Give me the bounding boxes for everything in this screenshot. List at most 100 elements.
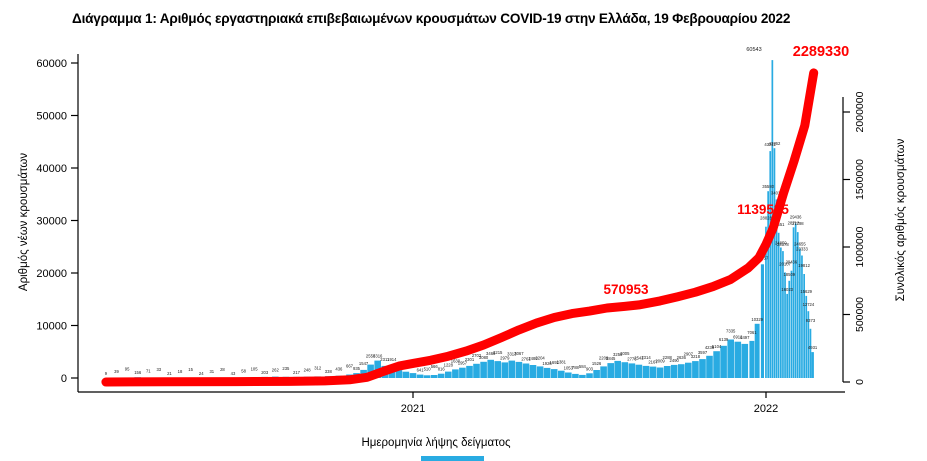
svg-text:20436: 20436 — [786, 260, 798, 265]
svg-text:5104: 5104 — [712, 344, 722, 349]
svg-text:2022: 2022 — [754, 403, 778, 415]
svg-text:217: 217 — [293, 370, 301, 375]
svg-text:12724: 12724 — [803, 302, 815, 307]
svg-text:262: 262 — [272, 368, 280, 373]
svg-text:338: 338 — [325, 369, 333, 374]
svg-text:2288: 2288 — [663, 355, 673, 360]
svg-text:2907: 2907 — [684, 352, 694, 357]
cumulative-cases-line — [101, 68, 819, 387]
svg-text:3215: 3215 — [493, 350, 503, 355]
svg-text:28: 28 — [220, 367, 225, 372]
svg-text:500000: 500000 — [854, 297, 866, 332]
svg-text:50000: 50000 — [36, 111, 67, 123]
svg-text:156: 156 — [134, 370, 142, 375]
svg-text:2556: 2556 — [366, 354, 376, 359]
svg-text:30000: 30000 — [36, 216, 67, 228]
svg-text:20000: 20000 — [36, 268, 67, 280]
svg-text:235: 235 — [282, 366, 290, 371]
annotations: 570953 1139535 2289330 60543 — [603, 44, 849, 297]
svg-text:1692: 1692 — [550, 360, 560, 365]
svg-text:4238: 4238 — [705, 345, 715, 350]
svg-text:18509: 18509 — [783, 272, 795, 277]
svg-text:2021: 2021 — [401, 403, 425, 415]
svg-text:2314: 2314 — [641, 355, 651, 360]
svg-text:2845: 2845 — [606, 356, 616, 361]
svg-text:2204: 2204 — [535, 355, 545, 360]
svg-text:21: 21 — [167, 371, 172, 376]
svg-text:816: 816 — [438, 367, 446, 372]
svg-text:566: 566 — [431, 364, 439, 369]
svg-text:71: 71 — [146, 369, 151, 374]
daily-cases-bars — [123, 60, 814, 378]
svg-text:10329: 10329 — [751, 317, 763, 322]
svg-text:95: 95 — [125, 367, 130, 372]
svg-text:2009: 2009 — [655, 359, 665, 364]
svg-text:3316: 3316 — [373, 354, 383, 359]
svg-text:248: 248 — [304, 368, 312, 373]
svg-text:33: 33 — [156, 367, 161, 372]
svg-text:9373: 9373 — [806, 318, 816, 323]
svg-text:903: 903 — [586, 366, 594, 371]
svg-text:2761: 2761 — [521, 357, 531, 362]
svg-text:31: 31 — [209, 369, 214, 374]
svg-text:28712: 28712 — [788, 220, 800, 225]
svg-text:1381: 1381 — [557, 360, 567, 365]
svg-text:312: 312 — [314, 365, 322, 370]
x-axis-label: Ημερομηνία λήψης δείγματος — [361, 437, 511, 449]
bottom-blue-strip — [421, 456, 484, 461]
svg-text:1957: 1957 — [458, 361, 468, 366]
svg-text:2702: 2702 — [472, 353, 482, 358]
svg-text:43762: 43762 — [769, 141, 781, 146]
svg-text:24655: 24655 — [794, 242, 806, 247]
svg-text:2311: 2311 — [380, 357, 390, 362]
svg-text:436: 436 — [335, 367, 343, 372]
svg-text:15: 15 — [188, 367, 193, 372]
svg-text:1526: 1526 — [592, 361, 602, 366]
svg-text:2776: 2776 — [627, 356, 637, 361]
svg-text:6912: 6912 — [733, 335, 743, 340]
svg-text:9: 9 — [105, 371, 108, 376]
svg-text:0: 0 — [854, 379, 866, 385]
svg-text:3597: 3597 — [698, 350, 708, 355]
chart-title: Διάγραμμα 1: Αριθμός εργαστηριακά επιβεβ… — [72, 11, 791, 26]
svg-text:2000000: 2000000 — [854, 91, 866, 132]
svg-text:3005: 3005 — [620, 351, 630, 356]
svg-text:24: 24 — [199, 371, 204, 376]
svg-text:1500000: 1500000 — [854, 159, 866, 200]
svg-text:1914: 1914 — [387, 357, 397, 362]
svg-text:2979: 2979 — [500, 355, 510, 360]
svg-text:2636: 2636 — [677, 355, 687, 360]
svg-text:3218: 3218 — [691, 354, 701, 359]
svg-text:2480: 2480 — [528, 356, 538, 361]
svg-text:3255: 3255 — [613, 352, 623, 357]
svg-text:40000: 40000 — [36, 163, 67, 175]
svg-text:23333: 23333 — [796, 247, 808, 252]
svg-text:43: 43 — [231, 371, 236, 376]
svg-text:58: 58 — [241, 369, 246, 374]
svg-text:29436: 29436 — [790, 215, 802, 220]
svg-text:1926: 1926 — [542, 361, 552, 366]
svg-text:28828: 28828 — [760, 216, 772, 221]
svg-text:7335: 7335 — [726, 329, 736, 334]
svg-text:2490: 2490 — [670, 358, 680, 363]
svg-text:1000000: 1000000 — [854, 226, 866, 267]
svg-text:2301: 2301 — [465, 357, 475, 362]
svg-text:1053: 1053 — [564, 366, 574, 371]
svg-text:15629: 15629 — [800, 289, 812, 294]
svg-text:2541: 2541 — [634, 356, 644, 361]
svg-text:0: 0 — [61, 373, 67, 385]
svg-text:1630: 1630 — [451, 358, 461, 363]
svg-text:20107: 20107 — [779, 261, 791, 266]
svg-text:4931: 4931 — [808, 345, 818, 350]
svg-text:24850: 24850 — [775, 241, 787, 246]
svg-text:1228: 1228 — [444, 363, 454, 368]
svg-text:2167: 2167 — [648, 360, 658, 365]
axis-ticks: 0 10000 20000 30000 40000 50000 60000 0 500000 10… — [36, 58, 866, 415]
svg-text:584: 584 — [579, 364, 587, 369]
annotation-total-final: 2289330 — [793, 44, 849, 60]
svg-text:3080: 3080 — [479, 355, 489, 360]
svg-text:1547: 1547 — [359, 361, 369, 366]
svg-text:43222: 43222 — [764, 142, 776, 147]
